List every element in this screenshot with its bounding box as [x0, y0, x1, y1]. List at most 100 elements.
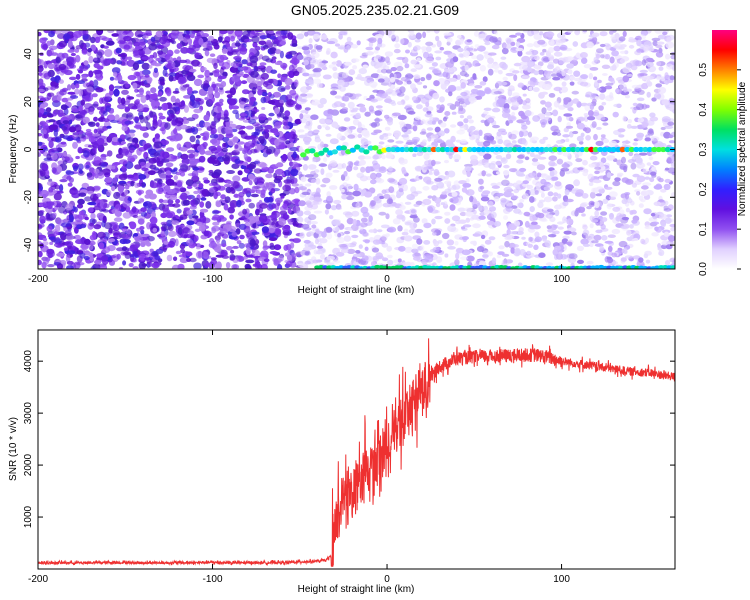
spectrogram-noise-cell — [311, 224, 317, 229]
spectrogram-noise-cell — [375, 172, 382, 178]
spectrogram-noise-cell — [522, 104, 531, 110]
spectrogram-noise-cell — [84, 238, 91, 245]
spectrogram-noise-cell — [75, 45, 83, 50]
spectrogram-noise-cell — [153, 62, 162, 67]
spectrogram-noise-cell — [445, 61, 454, 68]
spectrogram-noise-cell — [303, 210, 311, 216]
spectrogram-noise-cell — [73, 261, 81, 269]
spectrogram-noise-cell — [649, 112, 656, 118]
spectrogram-noise-cell — [296, 210, 304, 217]
spectrogram-noise-cell — [516, 180, 522, 185]
spectrogram-noise-cell — [318, 238, 328, 244]
spectrogram-noise-cell — [531, 161, 541, 167]
spectrogram-noise-cell — [344, 211, 353, 218]
spectrogram-noise-cell — [271, 203, 277, 209]
spectrogram-noise-cell — [462, 183, 472, 188]
spectrogram-noise-cell — [122, 212, 132, 219]
spectrogram-noise-cell — [38, 152, 41, 157]
spectrogram-noise-cell — [472, 60, 480, 67]
spectrogram-noise-cell — [283, 244, 289, 251]
spectrogram-noise-cell — [40, 189, 49, 198]
spectrogram-noise-cell — [612, 45, 621, 49]
spectrogram-noise-cell — [212, 214, 222, 220]
spectrogram-noise-cell — [90, 193, 99, 202]
spectrogram-noise-cell — [423, 240, 431, 245]
spectrogram-noise-cell — [172, 134, 181, 142]
spectrogram-noise-cell — [249, 161, 257, 170]
spectrogram-noise-cell — [529, 55, 538, 60]
spectrogram-noise-cell — [189, 135, 196, 143]
spectrogram-noise-cell — [76, 203, 84, 209]
spectrogram-noise-cell — [512, 92, 520, 98]
spectrogram-noise-cell — [90, 266, 96, 269]
spectrogram-noise-cell — [568, 253, 578, 260]
spectrogram-noise-cell — [519, 167, 527, 172]
spectrogram-noise-cell — [151, 262, 160, 269]
spectrogram-noise-cell — [163, 240, 169, 245]
spectrogram-noise-cell — [132, 62, 140, 71]
spectrogram-noise-cell — [553, 224, 559, 229]
spectrogram-noise-cell — [242, 208, 248, 215]
spectrogram-noise-cell — [133, 124, 143, 129]
spectrogram-noise-cell — [495, 160, 502, 166]
spectrogram-noise-cell — [565, 170, 571, 175]
spectrogram-noise-cell — [548, 41, 553, 46]
spectrogram-noise-cell — [119, 238, 128, 245]
spectrogram-noise-cell — [414, 252, 421, 257]
spectrogram-noise-cell — [85, 161, 91, 166]
spectrogram-noise-cell — [510, 41, 516, 47]
spectrogram-noise-cell — [440, 104, 445, 111]
spectrogram-noise-cell — [210, 138, 218, 144]
spectrogram-noise-cell — [429, 116, 436, 121]
spectrogram-noise-cell — [157, 50, 164, 56]
spectrogram-noise-cell — [604, 186, 613, 190]
spectrogram-noise-cell — [423, 222, 432, 229]
spectrogram-noise-cell — [307, 220, 312, 226]
spectrogram-noise-cell — [222, 155, 231, 162]
spectrogram-noise-cell — [444, 80, 450, 86]
spectrogram-noise-cell — [270, 69, 278, 74]
spectrogram-noise-cell — [642, 168, 649, 174]
spectrogram-noise-cell — [460, 139, 467, 144]
spectrogram-noise-cell — [372, 257, 379, 262]
spectrogram-noise-cell — [307, 164, 317, 170]
spectrogram-noise-cell — [245, 125, 254, 130]
spectrogram-noise-cell — [70, 52, 76, 57]
spectrogram-noise-cell — [472, 233, 481, 237]
spectrogram-noise-cell — [432, 68, 439, 74]
spectrogram-noise-cell — [326, 262, 335, 267]
spectrogram-noise-cell — [620, 257, 627, 262]
spectrogram-noise-cell — [372, 160, 378, 166]
spectrogram-noise-cell — [397, 225, 403, 232]
spectrogram-noise-cell — [66, 57, 75, 65]
spectrogram-noise-cell — [390, 67, 397, 72]
spectrogram-noise-cell — [124, 189, 129, 196]
spectrogram-noise-cell — [481, 170, 487, 177]
spectrogram-noise-cell — [257, 161, 267, 168]
spectrogram-noise-cell — [38, 31, 42, 37]
spectrogram-noise-cell — [87, 144, 94, 148]
spectrogram-noise-cell — [369, 200, 375, 207]
spectrogram-noise-cell — [208, 261, 215, 269]
spectrogram-noise-cell — [562, 200, 569, 207]
spectrogram-noise-cell — [635, 103, 645, 111]
spectrogram-noise-cell — [644, 176, 650, 180]
spectrogram-noise-cell — [472, 209, 477, 215]
spectrogram-noise-cell — [557, 226, 564, 230]
spectrogram-noise-cell — [47, 63, 54, 68]
spectrogram-noise-cell — [506, 229, 511, 236]
spectrogram-noise-cell — [217, 75, 227, 80]
spectrogram-noise-cell — [523, 30, 529, 33]
spectrogram-noise-cell — [158, 198, 164, 203]
spectrogram-noise-cell — [245, 198, 252, 203]
spectrogram-noise-cell — [90, 212, 96, 220]
spectrogram-noise-cell — [412, 153, 417, 157]
spectrogram-noise-cell — [572, 98, 579, 104]
spectrogram-noise-cell — [277, 264, 283, 269]
spectrogram-noise-cell — [112, 71, 118, 77]
spectrogram-noise-cell — [485, 173, 492, 177]
spectrogram-noise-cell — [427, 135, 432, 142]
spectrogram-noise-cell — [43, 258, 50, 265]
spectrogram-noise-cell — [570, 258, 576, 265]
